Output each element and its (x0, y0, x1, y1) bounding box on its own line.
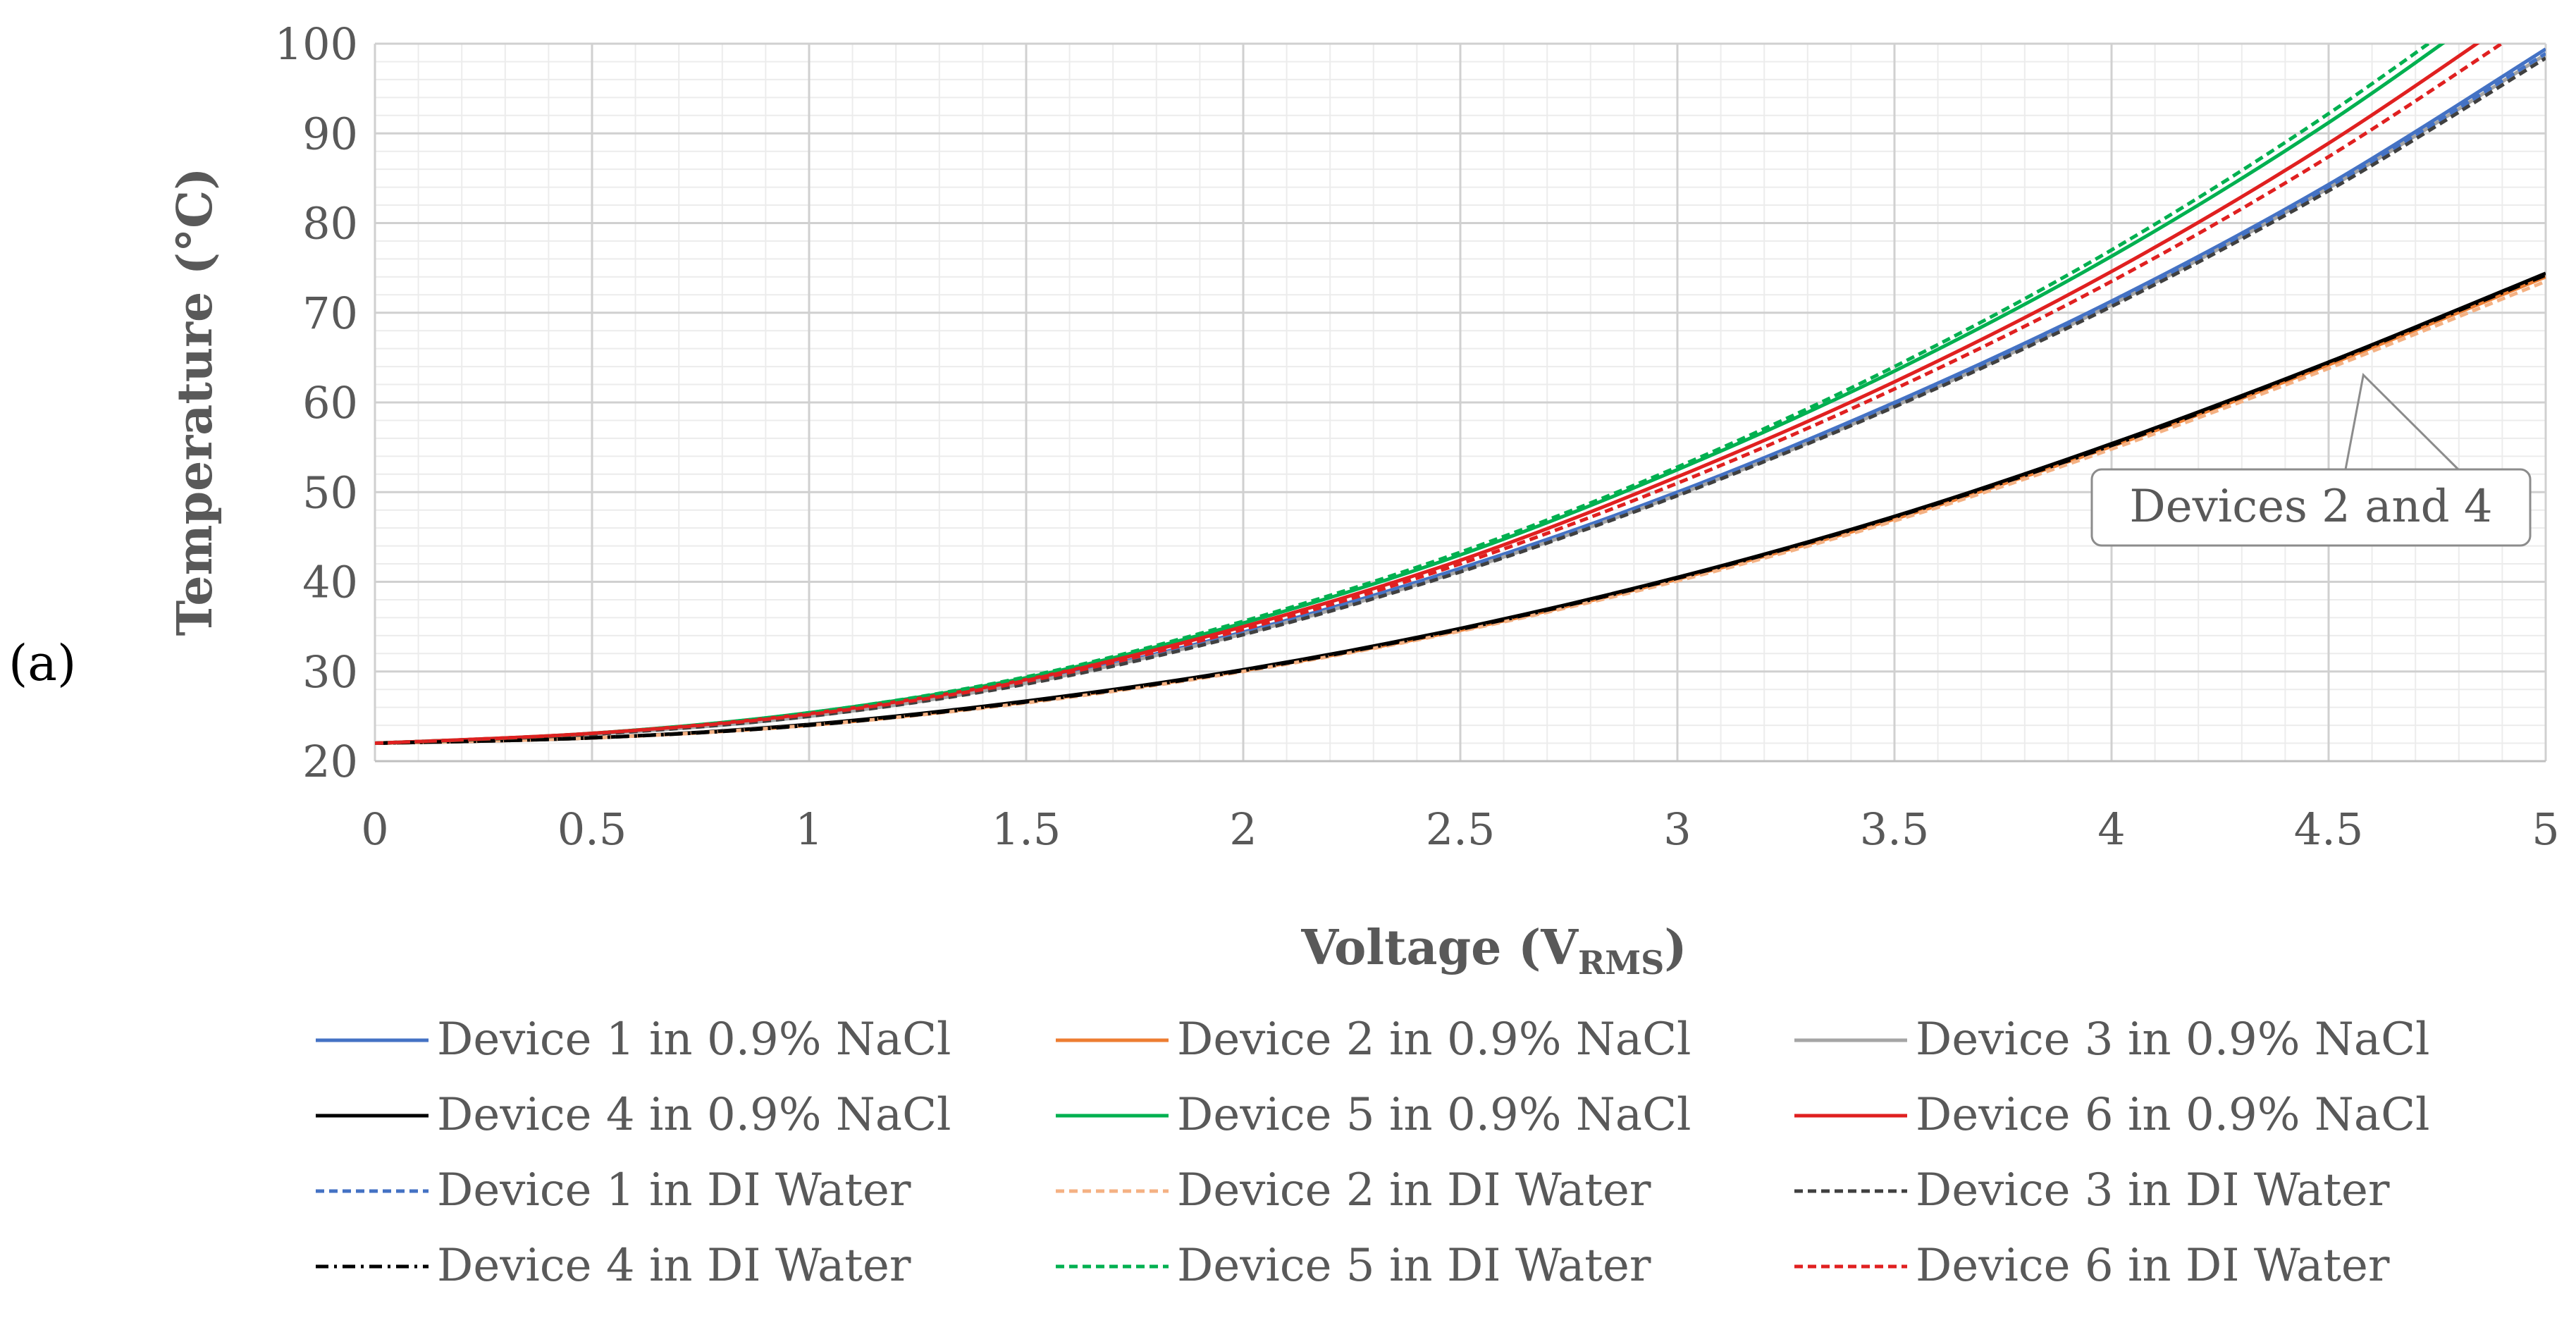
y-tick-label: 80 (302, 198, 358, 249)
series-line-8 (375, 279, 2546, 746)
y-axis-title: Temperature (°C) (167, 168, 223, 636)
legend-label-10: Device 4 in DI Water (437, 1240, 911, 1292)
y-tick-label: 40 (302, 557, 358, 608)
x-axis-title-end: ) (1664, 920, 1687, 976)
y-tick-label: 60 (302, 377, 358, 429)
x-tick-label: 2.5 (1426, 803, 1496, 855)
y-tick-label: 100 (275, 18, 358, 70)
y-tick-label: 90 (302, 108, 358, 159)
legend-label-1: Device 1 in 0.9% NaCl (437, 1013, 951, 1066)
series-line-12 (375, 44, 2505, 746)
legend-label-8: Device 2 in DI Water (1177, 1164, 1651, 1216)
y-tick-labels: 20 30 40 50 60 70 80 90 100 (275, 18, 358, 787)
y-tick-label: 20 (302, 736, 358, 787)
annotation-label: Devices 2 and 4 (2129, 481, 2492, 533)
y-tick-label: 50 (302, 467, 358, 518)
legend-label-9: Device 3 in DI Water (1916, 1164, 2390, 1216)
annotation-callout: Devices 2 and 4 (2090, 373, 2532, 547)
x-tick-label: 1.5 (992, 803, 1061, 855)
legend-label-7: Device 1 in DI Water (437, 1164, 911, 1216)
legend-label-12: Device 6 in DI Water (1916, 1240, 2390, 1292)
legend-label-2: Device 2 in 0.9% NaCl (1177, 1013, 1691, 1066)
x-tick-label: 1 (795, 803, 822, 855)
legend-label-3: Device 3 in 0.9% NaCl (1916, 1013, 2430, 1066)
x-tick-label: 0 (361, 803, 388, 855)
legend: Device 1 in 0.9% NaCl Device 2 in 0.9% Na… (316, 1013, 2430, 1292)
x-tick-label: 2 (1229, 803, 1257, 855)
series-line-10 (375, 273, 2546, 746)
x-axis-title-main: Voltage (V (1300, 920, 1579, 976)
x-axis-title-subscript: RMS (1578, 944, 1664, 982)
x-tick-label: 4 (2097, 803, 2125, 855)
legend-label-11: Device 5 in DI Water (1177, 1240, 1651, 1292)
x-tick-label: 0.5 (557, 803, 627, 855)
x-axis-title: Voltage (VRMS) (1300, 920, 1687, 982)
y-tick-label: 70 (302, 288, 358, 339)
legend-label-4: Device 4 in 0.9% NaCl (437, 1089, 951, 1141)
annotation-pointer (2344, 373, 2460, 471)
legend-label-5: Device 5 in 0.9% NaCl (1177, 1089, 1691, 1141)
y-tick-label: 30 (302, 646, 358, 698)
annotation-box (2090, 468, 2532, 547)
x-tick-label: 5 (2532, 803, 2559, 855)
x-tick-labels: 0 0.5 1 1.5 2 2.5 3 3.5 4 4.5 5 (361, 803, 2559, 855)
x-tick-label: 3 (1663, 803, 1691, 855)
series-lines (375, 44, 2546, 746)
x-tick-label: 3.5 (1860, 803, 1930, 855)
x-tick-label: 4.5 (2294, 803, 2364, 855)
legend-label-6: Device 6 in 0.9% NaCl (1916, 1089, 2430, 1141)
panel-label: (a) (8, 634, 76, 692)
